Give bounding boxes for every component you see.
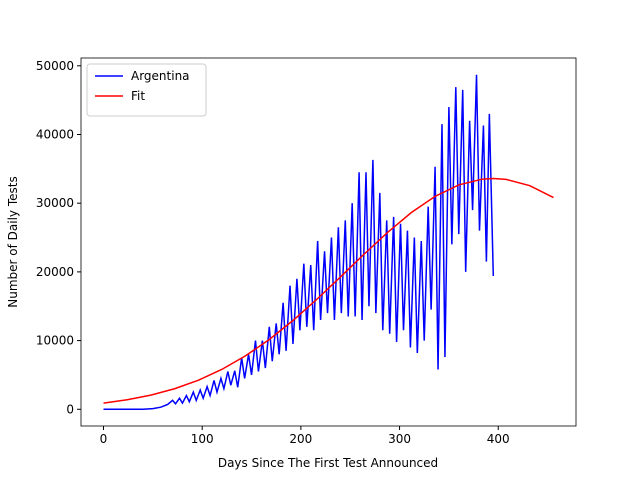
x-tick-label: 300 [388, 432, 411, 446]
y-tick-label: 20000 [36, 265, 74, 279]
data-line [103, 177, 554, 404]
y-tick-label: 50000 [36, 59, 74, 73]
y-axis-label: Number of Daily Tests [6, 176, 20, 307]
y-tick-label: 10000 [36, 334, 74, 348]
x-tick-label: 100 [191, 432, 214, 446]
data-line [103, 74, 495, 411]
y-tick-label: 40000 [36, 127, 74, 141]
y-tick-label: 30000 [36, 196, 74, 210]
legend-box [86, 63, 207, 117]
x-tick-label: 200 [289, 432, 312, 446]
x-tick-label: 400 [487, 432, 510, 446]
y-tick-label: 0 [66, 402, 74, 416]
plot-frame [80, 57, 577, 427]
x-axis-label: Days Since The First Test Announced [218, 456, 438, 470]
legend-label: Argentina [131, 69, 190, 83]
legend-label: Fit [131, 89, 145, 103]
x-tick-label: 0 [100, 432, 108, 446]
